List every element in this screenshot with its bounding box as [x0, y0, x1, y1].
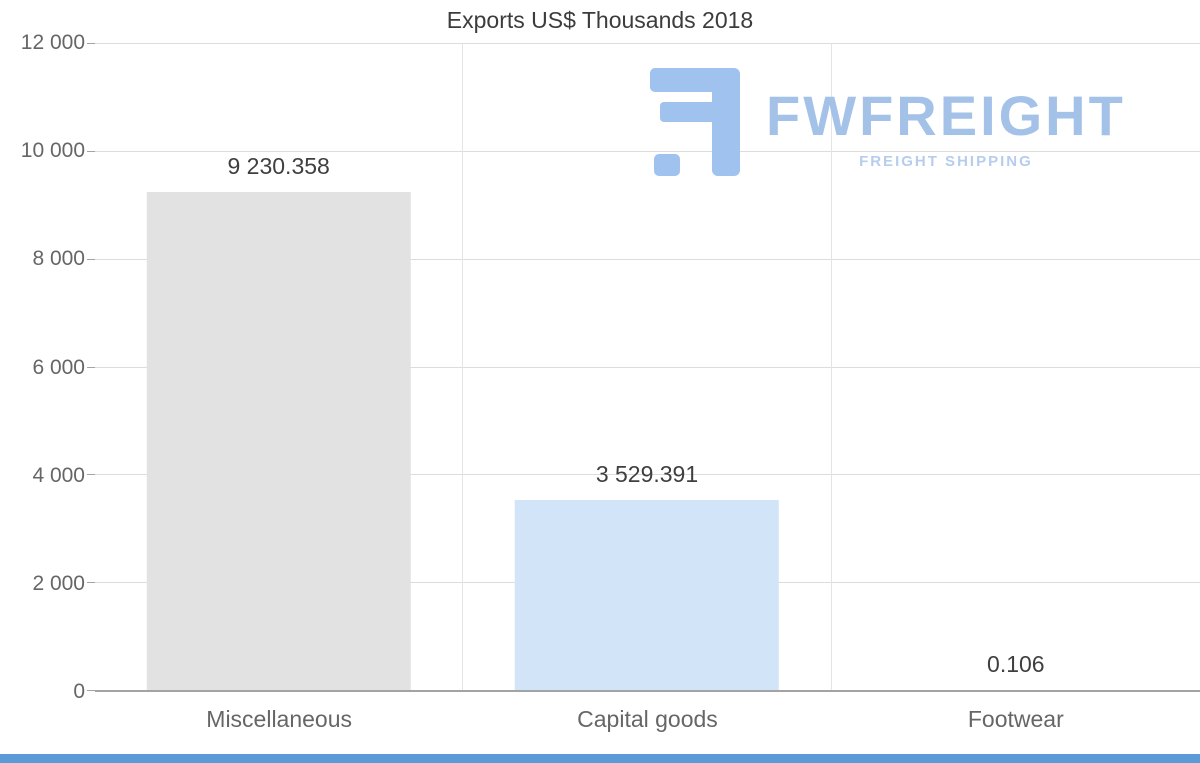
- y-axis-tick: [87, 150, 95, 152]
- y-axis-tick: [87, 366, 95, 368]
- y-axis-label: 6 000: [32, 355, 85, 379]
- y-axis-label: 12 000: [20, 31, 85, 54]
- y-axis-tick: [87, 582, 95, 584]
- y-axis-label: 2 000: [32, 571, 85, 595]
- category-label-miscellaneous: Miscellaneous: [206, 706, 353, 732]
- y-axis-label: 4 000: [32, 463, 85, 487]
- watermark: FWFREIGHT FREIGHT SHIPPING: [650, 68, 1126, 178]
- y-axis-tick: [87, 474, 95, 476]
- watermark-text: FWFREIGHT FREIGHT SHIPPING: [766, 84, 1126, 171]
- gridline: [95, 366, 1200, 368]
- y-axis-tick: [87, 258, 95, 260]
- gridline: [95, 150, 1200, 152]
- gridline: [95, 258, 1200, 260]
- bar-miscellaneous[interactable]: [146, 192, 411, 690]
- value-label-miscellaneous: 9 230.358: [227, 153, 330, 180]
- category-column-footwear: 0.106: [832, 43, 1200, 690]
- category-label-footwear: Footwear: [967, 706, 1064, 732]
- bottom-accent-bar: [0, 754, 1200, 763]
- category-column-miscellaneous: 9 230.358: [95, 43, 464, 690]
- gridline: [95, 43, 1200, 44]
- chart-title: Exports US$ Thousands 2018: [446, 7, 754, 33]
- y-axis-labels: 0 2 000 4 000 6 000 8 000 10 000 12 000: [0, 31, 85, 703]
- category-label-capital-goods: Capital goods: [577, 706, 718, 732]
- y-axis-tick: [87, 690, 95, 691]
- plot-area: 9 230.358 3 529.391 0.106 FWFREIGHT FREIGH…: [87, 43, 1200, 692]
- y-axis-label: 10 000: [20, 139, 85, 163]
- bar-capital-goods[interactable]: [514, 499, 780, 690]
- value-label-capital-goods: 3 529.391: [595, 460, 699, 487]
- value-label-footwear: 0.106: [987, 651, 1045, 677]
- fwfreight-logo-icon: [650, 68, 740, 176]
- y-axis-tick: [87, 43, 95, 44]
- y-axis-label: 8 000: [32, 247, 85, 271]
- gridline: [95, 474, 1200, 476]
- category-column-capital-goods: 3 529.391: [463, 43, 832, 690]
- x-axis-labels: Miscellaneous Capital goods Footwear: [95, 706, 1200, 738]
- watermark-brand: FWFREIGHT: [766, 84, 1126, 147]
- watermark-tagline: FREIGHT SHIPPING: [859, 153, 1033, 170]
- y-axis-label: 0: [73, 680, 85, 703]
